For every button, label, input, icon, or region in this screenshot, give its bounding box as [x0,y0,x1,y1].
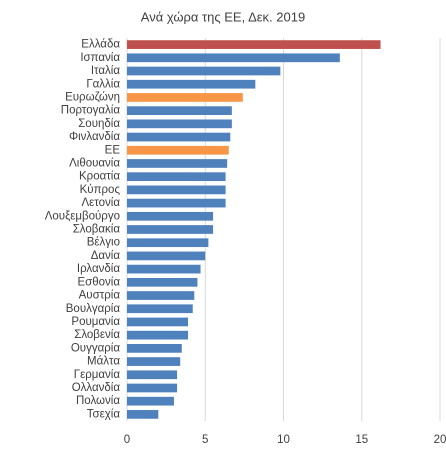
y-tick-label: Ουγγαρία [71,342,120,354]
x-tick-label: 10 [277,434,290,446]
bar [127,132,231,142]
y-tick-label: Κροατία [79,171,120,183]
bar [127,396,174,406]
bar [127,185,226,195]
chart-title: Ανά χώρα της ΕΕ, Δεκ. 2019 [141,9,305,24]
bar [127,106,232,115]
y-tick-label: Φινλανδία [69,131,120,143]
y-tick-label: Ιταλία [91,65,121,77]
y-tick-label: Σλοβακία [73,224,121,236]
bar [127,304,193,314]
x-tick-label: 5 [202,434,208,446]
bar [127,330,189,340]
x-tick-label: 20 [434,434,446,446]
y-tick-label: Ιρλανδία [77,263,120,275]
y-tick-label: Ισπανία [80,52,120,64]
y-tick-label: Ελλάδα [81,39,120,51]
bar [127,172,226,182]
y-tick-label: Γερμανία [74,369,121,381]
y-tick-label: Ολλανδία [72,382,121,394]
y-tick-label: Σουηδία [78,118,120,130]
x-tick-label: 0 [124,434,130,446]
y-tick-label: Λουξεμβούργο [45,210,120,222]
y-tick-label: Πολωνία [76,395,120,407]
bar [127,357,181,366]
bar [127,344,182,353]
bar [127,211,214,221]
bar [127,410,159,419]
y-tick-label: Σλοβενία [74,329,120,341]
y-tick-label: Λιθουανία [69,157,120,169]
bar [127,264,201,274]
y-tick-label: Αυστρία [79,290,121,302]
x-tick-label: 15 [355,434,368,446]
y-tick-label: Βέλγιο [87,237,120,249]
y-tick-label: Μάλτα [87,356,120,368]
bar [127,145,229,155]
bar [127,238,209,248]
bar [127,251,206,261]
bar [127,93,243,102]
bar [127,370,178,380]
bar [127,317,189,327]
bar [127,291,195,300]
y-tick-label: Εσθονία [77,276,120,288]
bar [127,66,281,76]
bar [127,40,381,49]
y-tick-label: ΕΕ [105,144,121,156]
bar [127,79,256,89]
y-tick-label: Γαλλία [86,78,120,90]
bar [127,198,226,208]
bar [127,383,178,393]
bar [127,159,228,168]
bar [127,119,232,129]
y-tick-label: Κύπρος [80,184,121,196]
y-tick-label: Τσεχία [87,408,121,420]
y-tick-label: Δανία [91,250,121,262]
y-tick-label: Βουλγαρία [66,303,121,315]
bar [127,53,340,63]
y-tick-label: Πορτογαλία [61,105,121,117]
y-tick-label: Λετονία [81,197,120,209]
y-tick-label: Ρουμανία [71,316,120,328]
bar [127,225,214,234]
bar [127,277,198,287]
y-tick-label: Ευρωζώνη [65,91,120,103]
